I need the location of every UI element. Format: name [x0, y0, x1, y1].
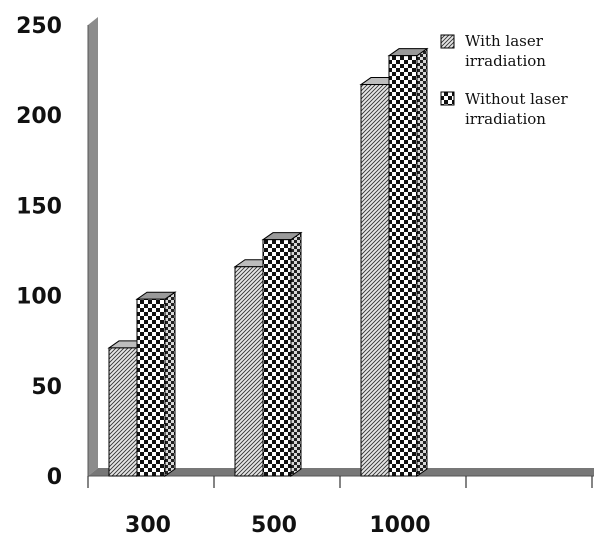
legend-label-with-laser-line1: With laser — [465, 32, 544, 50]
y-tick-label-200: 200 — [16, 104, 62, 129]
bars-group — [107, 47, 429, 477]
y-tick-label-250: 250 — [16, 14, 62, 39]
chart-side-wall — [88, 17, 98, 476]
x-axis-ticks: 300 500 1000 — [87, 476, 593, 534]
y-axis-ticks: 0 50 100 150 200 250 — [16, 14, 62, 490]
y-tick-label-100: 100 — [16, 285, 62, 310]
legend-label-without-laser-line1: Without laser — [465, 90, 568, 108]
bar-500-with-laser-front — [234, 266, 264, 477]
bar-500-without-laser-side — [290, 231, 302, 477]
bar-500-without-laser — [261, 231, 303, 477]
legend-swatch-without-laser — [440, 91, 455, 106]
bar-1000-with-laser-front — [360, 84, 390, 477]
y-tick-label-0: 0 — [47, 465, 62, 490]
legend-label-without-laser-line2: irradiation — [465, 110, 546, 128]
bar-300-without-laser-front — [136, 298, 166, 477]
y-tick-label-150: 150 — [16, 194, 62, 219]
bar-1000-without-laser-front — [388, 55, 418, 477]
legend-swatch-with-laser — [440, 34, 455, 49]
x-tick-label-500: 500 — [251, 513, 297, 534]
x-tick-label-1000: 1000 — [369, 513, 430, 534]
bar-1000-without-laser-side — [416, 47, 428, 477]
legend-item-without-laser: Without laser irradiation — [440, 90, 568, 128]
chart-floor — [88, 468, 594, 476]
bar-300-without-laser-side — [164, 291, 176, 477]
legend-item-with-laser: With laser irradiation — [440, 32, 546, 70]
bar-300-with-laser-front — [108, 347, 138, 477]
legend: With laser irradiation Without laser irr… — [440, 32, 568, 128]
bar-500-without-laser-front — [262, 239, 292, 477]
x-tick-label-300: 300 — [125, 513, 171, 534]
legend-label-with-laser-line2: irradiation — [465, 52, 546, 70]
bar-1000-without-laser — [387, 47, 429, 477]
bar-300-without-laser — [135, 291, 177, 477]
y-tick-label-50: 50 — [31, 375, 62, 400]
chart-frame — [87, 17, 594, 477]
